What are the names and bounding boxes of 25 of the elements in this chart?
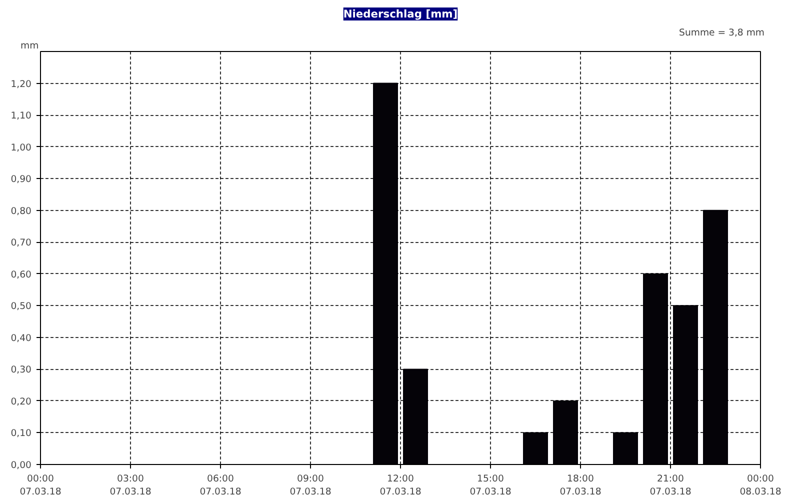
y-tick-label: 0,50 <box>10 301 32 312</box>
y-tick-label: 0,80 <box>10 206 32 217</box>
x-tick-label: 18:00 07.03.18 <box>560 474 602 498</box>
y-tick-label: 0,60 <box>10 269 32 280</box>
x-tick-label: 00:00 08.03.18 <box>740 474 782 498</box>
y-tick-label: 0,20 <box>10 396 32 408</box>
x-tick-label: 03:00 07.03.18 <box>110 474 152 498</box>
x-tick-label: 15:00 07.03.18 <box>470 474 512 498</box>
y-tick-label: 0,30 <box>10 364 32 376</box>
x-tick-label: 09:00 07.03.18 <box>290 474 332 498</box>
y-tick-label: 1,20 <box>10 78 32 90</box>
y-tick-label: 1,00 <box>10 142 32 154</box>
chart-title: Niederschlag [mm] <box>343 8 458 20</box>
y-tick-label: 0,90 <box>10 174 32 186</box>
y-axis-title: mm <box>20 40 39 52</box>
y-tick-label: 1,10 <box>10 110 32 122</box>
x-tick-label: 21:00 07.03.18 <box>650 474 692 498</box>
text: Summe = 3,8 mm <box>679 28 765 38</box>
x-tick-label: 12:00 07.03.18 <box>380 474 422 498</box>
y-tick-label: 0,70 <box>10 238 32 249</box>
y-tick-label: 0,10 <box>10 428 32 440</box>
x-tick-label: 06:00 07.03.18 <box>200 474 242 498</box>
x-tick-label: 00:00 07.03.18 <box>20 474 62 498</box>
y-tick-label: 0,00 <box>10 460 32 471</box>
y-tick-label: 0,40 <box>10 332 32 344</box>
